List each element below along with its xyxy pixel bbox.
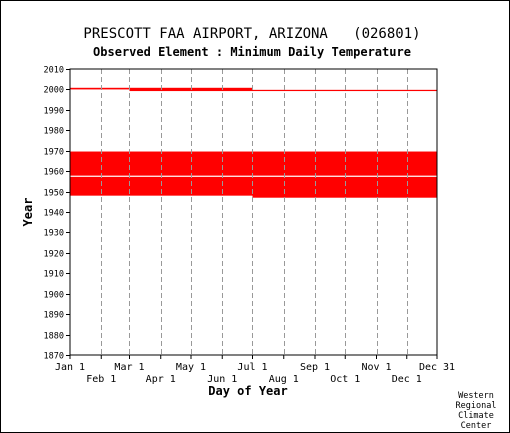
data-record-band (252, 89, 437, 92)
y-tick-label: 1890 (44, 311, 64, 321)
x-tick-label: Sep 1 (300, 362, 330, 373)
x-tick-label: Aug 1 (269, 374, 299, 385)
data-record-band (70, 87, 130, 90)
y-tick-label: 1970 (44, 148, 64, 158)
credit-line: Western (458, 391, 494, 401)
y-tick-label: 1910 (44, 270, 64, 280)
y-tick-label: 1870 (44, 352, 64, 362)
y-tick-label: 1880 (44, 332, 64, 342)
x-tick-label: Oct 1 (330, 374, 360, 385)
chart-subtitle: Observed Element : Minimum Daily Tempera… (93, 45, 411, 59)
credit-line: Center (461, 421, 492, 431)
credit-line: Regional (456, 401, 497, 411)
x-tick-label: Feb 1 (86, 374, 116, 385)
plot-area (70, 69, 437, 355)
data-gap (70, 175, 437, 177)
y-tick-label: 1930 (44, 229, 64, 239)
x-tick-label: Jul 1 (237, 362, 267, 373)
y-axis: 1870 1880 1890 1900 1910 1920 1930 1940 1950 1960… (44, 66, 70, 362)
data-record-band (252, 151, 437, 198)
x-tick-label: Mar 1 (114, 362, 144, 373)
x-tick-label: May 1 (176, 362, 206, 373)
x-tick-label: Jun 1 (207, 374, 237, 385)
y-tick-label: 1960 (44, 168, 64, 178)
x-axis: Jan 1 Mar 1 May 1 Jul 1 Sep 1 Nov 1 Dec 31 Feb … (55, 355, 455, 385)
y-axis-label: Year (21, 198, 35, 227)
x-tick-label: Apr 1 (146, 374, 176, 385)
data-record-band (129, 87, 253, 92)
y-tick-label: 1980 (44, 127, 64, 137)
y-tick-label: 1940 (44, 209, 64, 219)
x-tick-label: Jan 1 (55, 362, 85, 373)
y-tick-label: 2010 (44, 66, 64, 76)
y-tick-label: 1990 (44, 107, 64, 117)
x-axis-label: Day of Year (208, 384, 287, 398)
credit-line: Climate (458, 411, 494, 421)
y-tick-label: 2000 (44, 86, 64, 96)
plot-background (70, 69, 437, 355)
x-tick-label: Dec 31 (419, 362, 455, 373)
y-tick-label: 1950 (44, 189, 64, 199)
chart-title: PRESCOTT FAA AIRPORT, ARIZONA (026801) (83, 26, 420, 42)
y-tick-label: 1900 (44, 291, 64, 301)
x-tick-label: Nov 1 (361, 362, 391, 373)
credit-block: Western Regional Climate Center (456, 391, 497, 431)
x-tick-label: Dec 1 (392, 374, 422, 385)
y-tick-label: 1920 (44, 250, 64, 260)
